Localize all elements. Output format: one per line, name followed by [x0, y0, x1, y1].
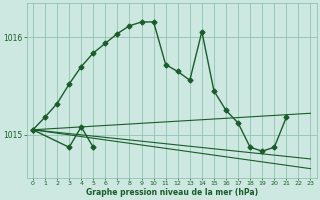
X-axis label: Graphe pression niveau de la mer (hPa): Graphe pression niveau de la mer (hPa)	[86, 188, 258, 197]
